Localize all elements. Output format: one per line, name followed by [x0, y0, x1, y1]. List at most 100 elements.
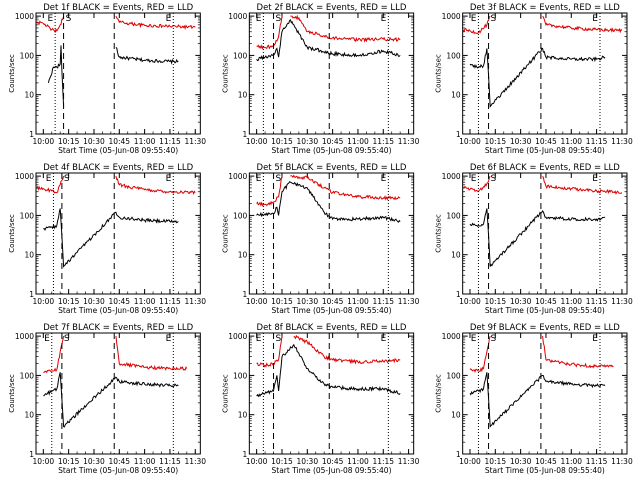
x-tick-label: 10:15	[484, 137, 506, 146]
x-tick-label: 10:15	[484, 457, 506, 466]
x-tick-label: 10:15	[58, 297, 80, 306]
x-tick-label: 10:15	[271, 297, 293, 306]
plot-frame	[462, 12, 628, 135]
x-tick-label: 10:30	[296, 137, 318, 146]
x-tick-label: 10:00	[33, 457, 55, 466]
detector-panel-7: Det 7f BLACK = Events, RED = LLD 1 10 100 10…	[8, 323, 206, 475]
lld-series-line	[256, 174, 401, 207]
detector-panel-2: Det 2f BLACK = Events, RED = LLD 1 10 100 10…	[221, 3, 419, 155]
y-axis-label: Counts/sec	[221, 374, 229, 413]
dotted-marker-label: E	[381, 14, 387, 24]
dotted-marker-label: E	[44, 334, 50, 344]
y-tick-label: 100	[233, 51, 248, 60]
dashed-marker-label: S	[66, 14, 72, 24]
dotted-marker-label: E	[166, 14, 172, 24]
plot-frame	[462, 332, 628, 455]
panel-title: Det 2f BLACK = Events, RED = LLD	[257, 3, 407, 13]
x-tick-label: 10:30	[83, 137, 105, 146]
plot-frame	[248, 172, 415, 295]
x-tick-label: 11:30	[184, 297, 206, 306]
x-tick-label: 11:15	[586, 297, 608, 306]
y-tick-label: 100	[20, 371, 35, 380]
x-tick-label: 10:45	[322, 457, 344, 466]
dotted-marker-label: E	[47, 14, 53, 24]
y-tick-label: 10	[238, 251, 248, 260]
events-series-line	[256, 181, 401, 223]
y-tick-label: 10	[451, 91, 461, 100]
y-tick-label: 1000	[442, 332, 461, 341]
events-series-line	[469, 208, 606, 267]
y-tick-label: 1	[456, 130, 461, 139]
lld-series-line	[36, 15, 196, 34]
x-tick-label: 10:00	[246, 457, 268, 466]
detector-panel-9: Det 9f BLACK = Events, RED = LLD 1 10 100 10…	[435, 323, 633, 475]
dashed-marker-label: S	[276, 334, 282, 344]
dotted-marker-label: E	[592, 334, 598, 344]
plot-frame	[462, 172, 628, 295]
x-axis-label: Start Time (05-Jun-08 09:55:40)	[485, 306, 605, 315]
y-tick-label: 10	[24, 251, 34, 260]
x-tick-label: 11:30	[398, 137, 420, 146]
y-axis-label: Counts/sec	[435, 214, 443, 253]
dashed-marker-label: S	[491, 14, 497, 24]
x-tick-label: 11:15	[586, 457, 608, 466]
y-tick-label: 10	[238, 91, 248, 100]
y-axis-label: Counts/sec	[435, 374, 443, 413]
y-tick-label: 1	[456, 450, 461, 459]
x-tick-label: 10:30	[510, 297, 532, 306]
x-tick-label: 11:00	[347, 137, 369, 146]
plot-frame	[35, 12, 201, 135]
detector-panel-6: Det 6f BLACK = Events, RED = LLD 1 10 100 10…	[435, 163, 633, 315]
x-tick-label: 10:45	[535, 297, 557, 306]
panel-title: Det 3f BLACK = Events, RED = LLD	[470, 3, 620, 13]
y-tick-label: 1000	[442, 172, 461, 181]
x-tick-label: 11:30	[611, 137, 633, 146]
dashed-marker-label: S	[64, 334, 70, 344]
y-tick-label: 10	[24, 91, 34, 100]
y-tick-label: 1	[243, 130, 248, 139]
x-tick-label: 10:15	[58, 457, 80, 466]
x-tick-label: 10:15	[484, 297, 506, 306]
x-tick-label: 11:15	[586, 137, 608, 146]
dashed-marker-label: S	[276, 14, 282, 24]
x-tick-label: 10:45	[322, 297, 344, 306]
y-axis-label: Counts/sec	[8, 374, 16, 413]
lld-series-line	[256, 14, 401, 50]
dashed-marker-label: S	[276, 174, 282, 184]
x-axis-label: Start Time (05-Jun-08 09:55:40)	[58, 306, 178, 315]
events-series-line	[256, 19, 401, 62]
x-tick-label: 11:15	[372, 297, 394, 306]
x-tick-label: 10:15	[271, 137, 293, 146]
y-tick-label: 1000	[15, 332, 34, 341]
x-tick-label: 10:00	[459, 297, 481, 306]
x-tick-label: 11:15	[372, 457, 394, 466]
y-tick-label: 10	[451, 411, 461, 420]
plot-frame	[35, 172, 201, 295]
y-tick-label: 1	[243, 290, 248, 299]
y-tick-label: 100	[233, 371, 248, 380]
y-tick-label: 1	[29, 290, 34, 299]
dotted-marker-label: E	[256, 334, 262, 344]
y-tick-label: 100	[446, 211, 461, 220]
x-tick-label: 10:45	[535, 137, 557, 146]
events-series-line	[256, 343, 401, 398]
x-tick-label: 10:00	[459, 457, 481, 466]
x-tick-label: 10:00	[33, 137, 55, 146]
y-tick-label: 100	[20, 211, 35, 220]
events-series-line	[43, 372, 179, 428]
x-axis-label: Start Time (05-Jun-08 09:55:40)	[272, 306, 392, 315]
dotted-marker-label: E	[471, 14, 477, 24]
y-tick-label: 1000	[228, 332, 247, 341]
detector-panel-4: Det 4f BLACK = Events, RED = LLD 1 10 100 10…	[8, 163, 206, 315]
detector-panel-1: Det 1f BLACK = Events, RED = LLD 1 10 100 10…	[8, 3, 206, 155]
x-tick-label: 10:45	[108, 137, 130, 146]
lld-series-line	[256, 334, 401, 368]
x-tick-label: 11:00	[134, 457, 156, 466]
y-tick-label: 1000	[228, 12, 247, 21]
lld-series-line	[462, 15, 623, 35]
x-axis-label: Start Time (05-Jun-08 09:55:40)	[58, 146, 178, 155]
x-tick-label: 10:00	[246, 137, 268, 146]
x-tick-label: 10:45	[535, 457, 557, 466]
y-axis-label: Counts/sec	[221, 214, 229, 253]
